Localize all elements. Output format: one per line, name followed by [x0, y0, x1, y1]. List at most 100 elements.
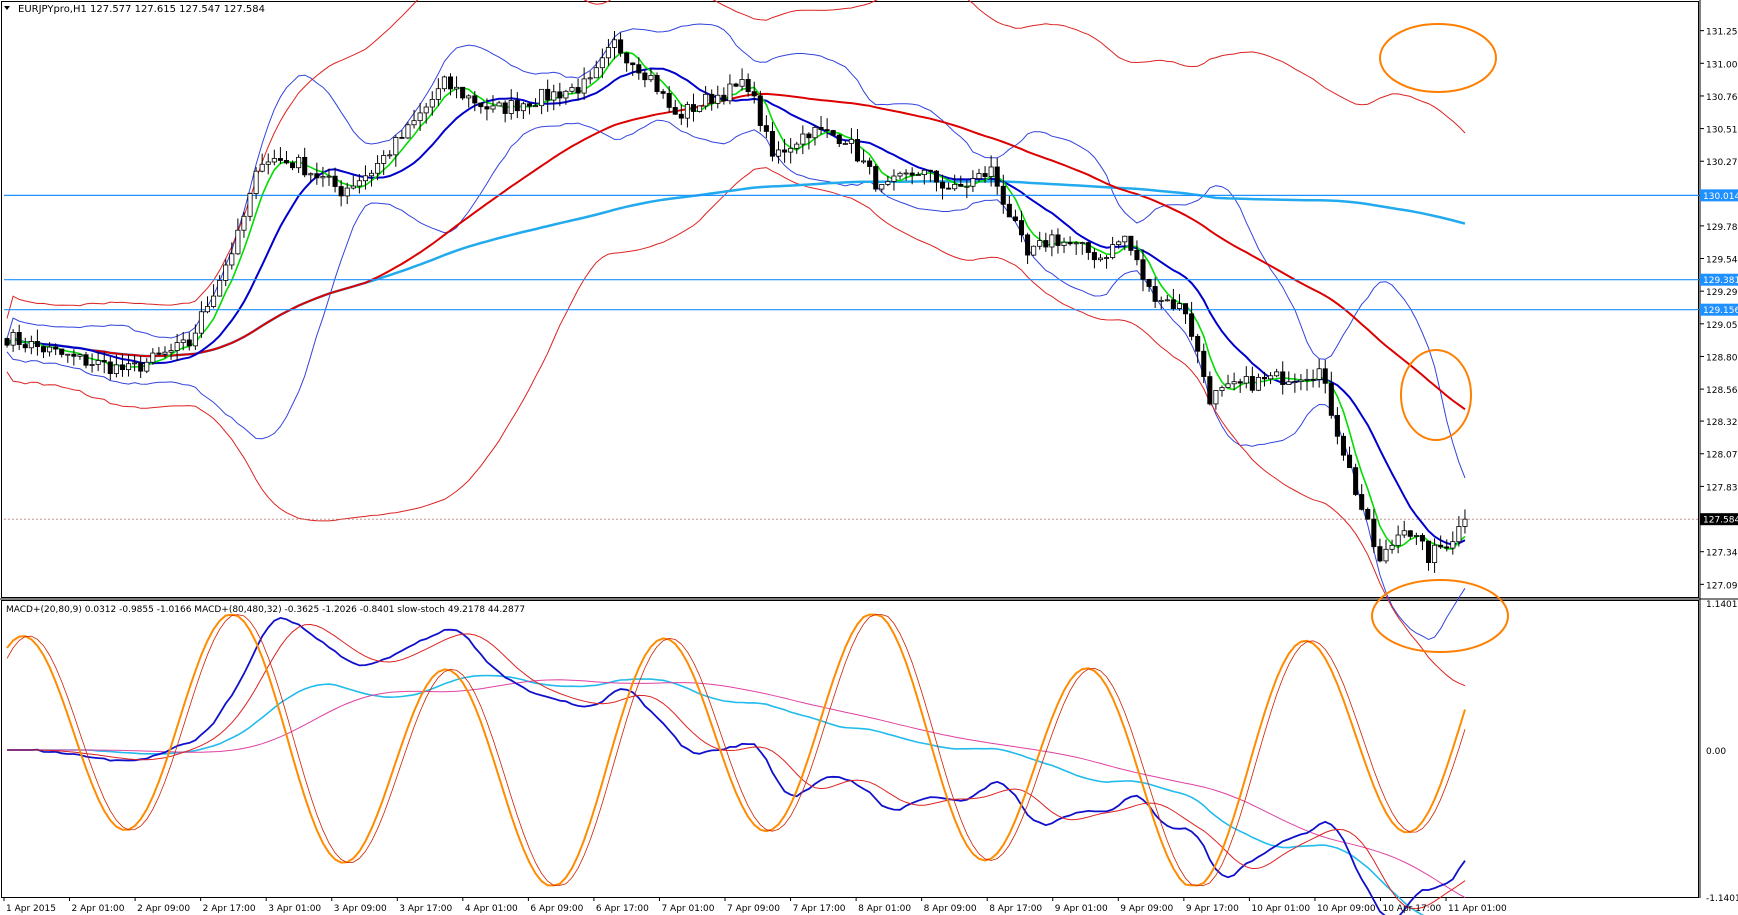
candle-body	[1425, 540, 1432, 563]
candle-body	[1419, 535, 1425, 542]
candle-body	[223, 264, 229, 281]
candle-body	[1347, 454, 1353, 469]
macd-fast-signal	[7, 623, 1466, 910]
candle-body	[308, 173, 314, 176]
candle-body	[490, 105, 496, 110]
y-tick-label: 131.250	[1706, 28, 1738, 38]
candle-body	[654, 75, 660, 92]
x-tick-label: 3 Apr 17:00	[399, 904, 452, 914]
candle-body	[1091, 252, 1097, 261]
candle-body	[53, 346, 59, 350]
candle-body	[520, 103, 526, 112]
candle-body	[1061, 241, 1067, 246]
candle-body	[1128, 235, 1134, 251]
x-tick-label: 10 Apr 17:00	[1382, 904, 1441, 914]
candle-body	[806, 133, 812, 139]
y-tick-label: 129.295	[1706, 288, 1738, 298]
candle-body	[65, 353, 71, 356]
candle-body	[1031, 245, 1037, 256]
y-tick-label: 130.760	[1706, 93, 1738, 103]
candle-body	[101, 360, 107, 363]
candle-body	[757, 95, 763, 126]
candle-body	[1158, 299, 1164, 302]
candle-body	[1225, 383, 1231, 388]
candle-body	[338, 186, 344, 197]
highlight-ellipse	[1400, 349, 1472, 441]
candle-body	[788, 147, 794, 153]
candle-body	[867, 160, 873, 167]
candle-body	[1170, 299, 1176, 309]
candle-body	[454, 86, 460, 90]
candle-body	[1389, 544, 1395, 550]
chevron-down-icon[interactable]	[4, 6, 10, 10]
candle-body	[150, 352, 156, 363]
candle-body	[1334, 414, 1340, 437]
candle-body	[660, 91, 666, 94]
candle-body	[551, 91, 557, 101]
candle-body	[1201, 350, 1207, 377]
ind-tick-label: -1.1401	[1706, 894, 1738, 904]
candle-body	[429, 99, 435, 108]
candle-body	[982, 173, 988, 177]
candle-body	[1286, 381, 1292, 385]
candle-body	[405, 124, 411, 139]
candle-body	[1304, 378, 1310, 381]
candle-body	[1255, 376, 1261, 391]
candle-body	[1000, 185, 1006, 205]
y-tick-label: 127.340	[1706, 549, 1738, 559]
price-tag	[1700, 273, 1738, 286]
candle-body	[1432, 544, 1438, 563]
candle-body	[1249, 376, 1255, 391]
macd-slow-signal	[7, 679, 1466, 898]
candle-body	[393, 137, 399, 156]
candle-body	[1025, 234, 1031, 256]
candle-body	[526, 103, 532, 107]
candle-body	[794, 143, 800, 149]
x-tick-label: 9 Apr 17:00	[1186, 904, 1239, 914]
candle-body	[1395, 534, 1401, 546]
candle-body	[89, 364, 95, 366]
candle-body	[745, 79, 751, 93]
candle-body	[162, 351, 168, 355]
candle-body	[703, 93, 709, 107]
y-tick-label: 128.320	[1706, 418, 1738, 428]
candle-body	[1122, 235, 1128, 243]
candle-body	[296, 156, 302, 169]
candle-body	[1365, 509, 1371, 520]
indicator-panel	[1, 600, 1699, 898]
candle-body	[642, 72, 648, 81]
band-inner-upper	[6, 23, 1466, 479]
candle-body	[624, 52, 630, 64]
candle-body	[10, 332, 16, 346]
candle-body	[727, 83, 733, 102]
price-tag	[1700, 189, 1738, 202]
candle-body	[478, 102, 484, 108]
candle-body	[593, 67, 599, 79]
candle-body	[314, 173, 320, 179]
candle-body	[605, 47, 611, 59]
symbol-header: EURJPYpro,H1 127.577 127.615 127.547 127…	[18, 4, 265, 15]
candle-body	[921, 169, 927, 175]
candle-body	[204, 306, 211, 313]
candle-body	[903, 172, 909, 175]
candle-body	[211, 295, 217, 307]
candle-body	[1274, 371, 1280, 377]
candle-body	[47, 346, 53, 353]
candle-body	[812, 126, 818, 139]
candle-body	[113, 364, 119, 374]
candle-body	[350, 185, 356, 189]
candle-body	[1055, 234, 1061, 246]
candle-body	[848, 139, 854, 144]
price-tag-label: 130.014	[1703, 192, 1738, 202]
candle-body	[976, 173, 982, 180]
y-tick-label: 131.005	[1706, 60, 1738, 70]
indicator-plot	[6, 613, 1466, 915]
candle-body	[1043, 240, 1049, 248]
y-tick-label: 129.050	[1706, 321, 1738, 331]
candle-body	[739, 79, 745, 87]
candle-body	[168, 350, 174, 353]
candle-body	[186, 339, 192, 347]
highlight-ellipse	[1379, 23, 1497, 93]
candle-body	[1164, 299, 1170, 302]
candle-body	[59, 348, 65, 355]
